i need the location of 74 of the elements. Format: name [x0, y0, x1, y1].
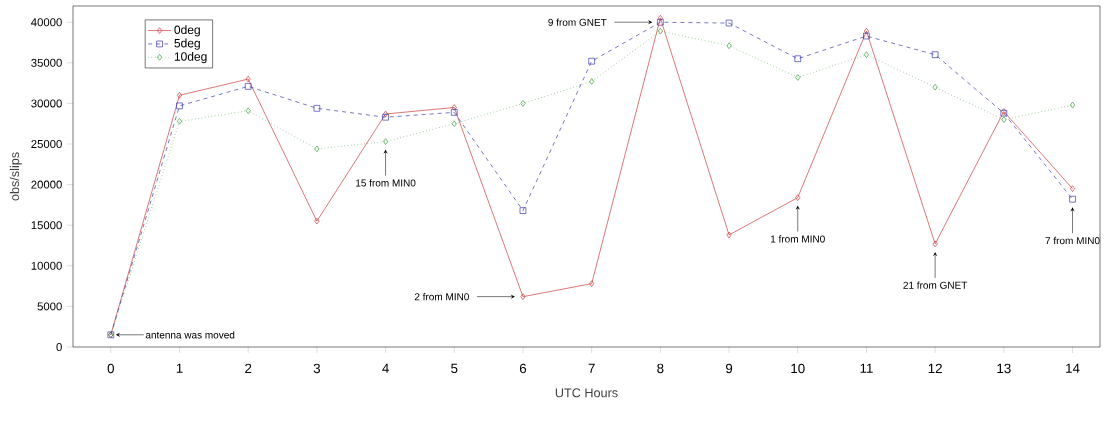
x-tick-label: 7 — [588, 363, 595, 373]
point — [520, 100, 526, 107]
annotation: 15 from MIN0 — [356, 179, 416, 187]
x-tick-label: 13 — [997, 363, 1011, 374]
point — [519, 207, 527, 214]
point — [932, 240, 938, 248]
x-tick-label: 11 — [860, 363, 873, 373]
point — [314, 217, 320, 225]
point — [863, 27, 869, 35]
point — [313, 105, 321, 112]
point — [589, 78, 595, 85]
point — [588, 57, 595, 65]
x-tick-label: 2 — [245, 363, 252, 374]
x-tick-label: 10 — [791, 363, 805, 374]
annotation: 1 from MIN0 — [770, 235, 825, 243]
y-tick-label: 40000 — [31, 18, 62, 27]
x-tick-label: 1 — [176, 363, 183, 373]
annotation: 21 from GNET — [903, 281, 968, 289]
y-tick-label: 15000 — [31, 221, 62, 230]
point — [931, 51, 939, 58]
legend-label: 5deg — [174, 38, 200, 50]
legend-label: 10deg — [174, 51, 207, 64]
point — [725, 19, 733, 27]
point — [176, 102, 183, 110]
point — [245, 107, 251, 114]
y-tick-label: 25000 — [31, 140, 62, 149]
point — [794, 55, 802, 63]
point — [657, 27, 663, 35]
x-tick-label: 0 — [107, 363, 114, 374]
x-tick-label: 14 — [1066, 363, 1080, 373]
point — [383, 138, 389, 145]
y-axis-title: obs/slips — [9, 152, 22, 201]
point — [451, 109, 458, 116]
point — [657, 14, 663, 22]
point — [726, 231, 732, 239]
point — [244, 83, 252, 90]
annotation: 2 from MIN0 — [414, 292, 469, 301]
x-tick-label: 12 — [928, 363, 942, 374]
point — [1069, 101, 1076, 109]
point — [176, 118, 183, 125]
x-tick-label: 6 — [519, 363, 527, 374]
y-tick-label: 0 — [56, 342, 62, 351]
y-tick-label: 5000 — [37, 302, 62, 311]
x-axis-title: UTC Hours — [555, 388, 618, 398]
point — [451, 104, 457, 111]
x-tick-label: 9 — [725, 363, 733, 374]
point — [314, 145, 320, 153]
point — [1069, 195, 1076, 203]
y-tick-label: 30000 — [31, 99, 62, 108]
point — [932, 83, 938, 91]
point — [795, 194, 801, 201]
point — [520, 293, 526, 300]
x-tick-label: 3 — [313, 363, 321, 374]
x-tick-label: 8 — [657, 363, 664, 374]
point — [1001, 116, 1007, 123]
x-tick-label: 4 — [382, 363, 389, 373]
point — [863, 51, 869, 58]
point — [726, 42, 732, 50]
annotation: 7 from MIN0 — [1045, 236, 1100, 245]
point — [451, 120, 457, 127]
point — [863, 32, 870, 40]
point — [589, 280, 595, 287]
point — [795, 74, 801, 81]
y-tick-label: 35000 — [31, 58, 62, 67]
y-tick-label: 20000 — [31, 180, 62, 189]
point — [1069, 185, 1076, 192]
x-tick-label: 5 — [451, 363, 458, 373]
y-tick-label: 10000 — [31, 261, 62, 270]
annotation: antenna was moved — [145, 331, 235, 339]
point — [245, 75, 251, 83]
point — [176, 92, 183, 99]
legend-label: 0deg — [174, 25, 200, 37]
point — [657, 18, 664, 26]
annotation: 9 from GNET — [548, 18, 607, 26]
